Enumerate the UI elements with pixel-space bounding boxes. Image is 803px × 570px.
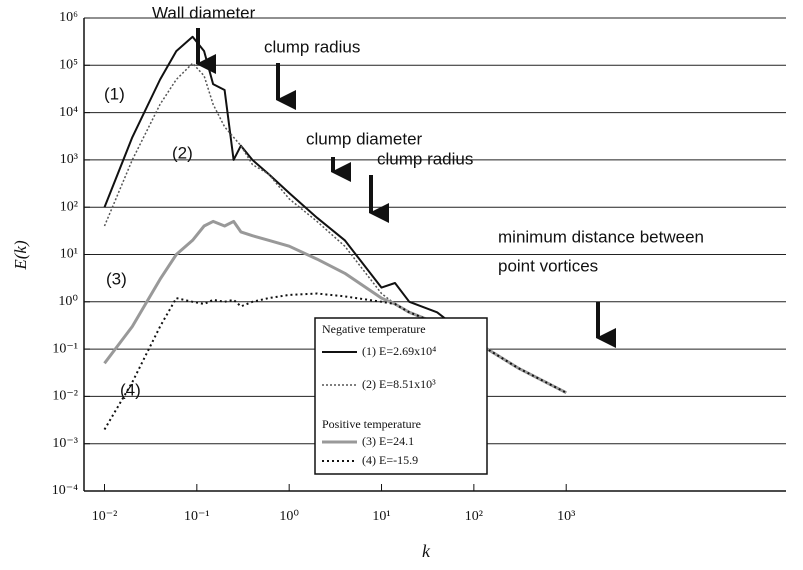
legend-label: (1) E=2.69x10⁴ — [362, 344, 436, 358]
annotation: minimum distance between — [498, 227, 704, 246]
y-tick-label: 10⁻⁴ — [52, 483, 78, 498]
legend-heading: Positive temperature — [322, 417, 421, 431]
legend: Negative temperature (1) E=2.69x10⁴ (2) E=… — [314, 317, 488, 475]
y-tick-label: 10⁻² — [52, 389, 78, 404]
legend-box — [314, 317, 488, 475]
annotation: point vortices — [498, 256, 598, 275]
x-tick-label: 10⁻² — [92, 509, 118, 524]
y-tick-label: 10⁻¹ — [52, 341, 78, 356]
curve-label: (4) — [120, 380, 141, 399]
legend-label: (3) E=24.1 — [362, 434, 414, 448]
x-tick-label: 10⁻¹ — [184, 509, 210, 524]
legend-label: (2) E=8.51x10³ — [362, 377, 436, 391]
y-tick-label: 10⁻³ — [52, 436, 78, 451]
curve-label: (2) — [172, 143, 193, 162]
legend-label: (4) E=-15.9 — [362, 453, 418, 467]
annotation: clump radius — [264, 37, 360, 56]
series-line — [103, 35, 567, 394]
y-tick-label: 10⁵ — [59, 58, 78, 73]
x-axis-label: k — [422, 541, 431, 561]
x-tick-label: 10³ — [557, 509, 575, 524]
annotation: clump diameter — [306, 129, 423, 148]
curve-label: (1) — [104, 84, 125, 103]
y-tick-label: 10² — [60, 199, 78, 214]
y-tick-label: 10⁴ — [59, 105, 78, 120]
x-tick-label: 10¹ — [372, 509, 390, 524]
y-tick-label: 10¹ — [60, 247, 78, 262]
annotation: Wall diameter — [152, 3, 256, 22]
legend-heading: Negative temperature — [322, 322, 426, 336]
y-tick-label: 10⁰ — [58, 294, 78, 309]
x-tick-label: 10² — [465, 509, 483, 524]
y-tick-label: 10⁶ — [59, 10, 78, 25]
y-axis-label: E(k) — [11, 240, 30, 271]
y-tick-label: 10³ — [60, 152, 78, 167]
annotation: clump radius — [377, 149, 473, 168]
curve-label: (3) — [106, 269, 127, 288]
x-tick-label: 10⁰ — [279, 509, 299, 524]
